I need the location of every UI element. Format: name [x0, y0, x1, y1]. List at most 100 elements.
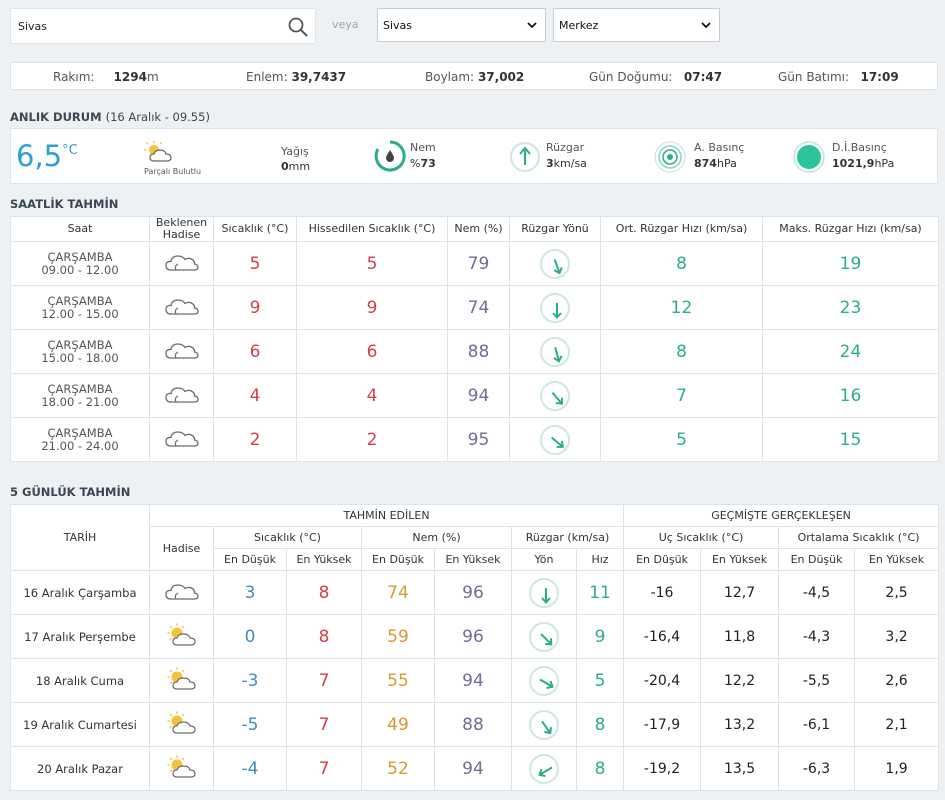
humidity-header: Nem (%)	[361, 526, 512, 549]
feels-like-cell: 2	[296, 417, 448, 462]
latitude: Enlem: 39,7437	[246, 70, 347, 84]
average-max-header: En Yüksek	[854, 548, 940, 571]
avg-wind-cell: 8	[600, 241, 763, 286]
search-box	[10, 8, 316, 44]
temperature-header: Sıcaklık (°C)	[213, 526, 362, 549]
altitude: Rakım: 1294m	[53, 70, 159, 84]
time-range: 12.00 - 15.00	[41, 306, 119, 321]
sea-level-pressure-value: 1021,9hPa	[832, 157, 895, 170]
extreme-max-cell: 13,2	[700, 702, 780, 747]
date-cell: 19 Aralık Cumartesi	[10, 702, 150, 747]
date-cell: 18 Aralık Cuma	[10, 658, 150, 703]
wind-direction-cell	[509, 241, 601, 286]
day-label: ÇARŞAMBA	[47, 381, 113, 396]
time-cell: ÇARŞAMBA 12.00 - 15.00	[10, 285, 150, 330]
cloud-icon	[149, 241, 214, 286]
max-humidity-cell: 94	[434, 746, 512, 791]
wind-direction-cell	[511, 746, 577, 791]
extreme-min-cell: -16,4	[623, 614, 702, 659]
daily-row: 19 Aralık Cumartesi -5 7 49 88 8 -17,9 13,2 -6,1…	[10, 702, 940, 747]
partly-cloudy-icon	[149, 614, 214, 659]
max-temp-cell: 8	[286, 570, 362, 615]
sea-level-pressure-label: D.İ.Basınç	[832, 141, 887, 154]
hourly-header-6: Ort. Rüzgar Hızı (km/sa)	[600, 216, 763, 242]
hourly-header-7: Maks. Rüzgar Hızı (km/sa)	[762, 216, 939, 242]
min-humidity-cell: 52	[361, 746, 435, 791]
daily-row: 16 Aralık Çarşamba 3 8 74 96 11 -16 12,7 -4,5 2,5	[10, 570, 940, 615]
average-max-cell: 2,1	[854, 702, 940, 747]
max-humidity-cell: 94	[434, 658, 512, 703]
time-range: 21.00 - 24.00	[41, 438, 119, 453]
date-cell: 17 Aralık Perşembe	[10, 614, 150, 659]
search-icon[interactable]	[287, 16, 309, 38]
hourly-header-4: Nem (%)	[447, 216, 510, 242]
wind-speed-cell: 8	[575, 702, 625, 747]
extreme-min-cell: -17,9	[623, 702, 702, 747]
or-label: veya	[332, 18, 359, 31]
extreme-max-cell: 12,7	[700, 570, 780, 615]
day-label: ÇARŞAMBA	[47, 337, 113, 352]
hourly-row: ÇARŞAMBA 21.00 - 24.00 2 2 95 5 15	[10, 417, 939, 462]
time-cell: ÇARŞAMBA 18.00 - 21.00	[10, 373, 150, 418]
humidity-cell: 79	[447, 241, 510, 286]
average-max-cell: 1,9	[854, 746, 940, 791]
day-label: ÇARŞAMBA	[47, 249, 113, 264]
average-min-cell: -6,3	[778, 746, 856, 791]
min-humidity-cell: 55	[361, 658, 435, 703]
cloud-icon	[149, 570, 214, 615]
temperature-cell: 6	[213, 329, 297, 374]
wind-arrow-icon	[529, 665, 559, 696]
day-label: ÇARŞAMBA	[47, 425, 113, 440]
min-temp-cell: -3	[213, 658, 287, 703]
hourly-row: ÇARŞAMBA 15.00 - 18.00 6 6 88 8 24	[10, 329, 939, 374]
time-cell: ÇARŞAMBA 09.00 - 12.00	[10, 241, 150, 286]
max-temp-header: En Yüksek	[286, 548, 362, 571]
hourly-header-3: Hissedilen Sıcaklık (°C)	[296, 216, 448, 242]
district-select-value: Merkez	[559, 19, 599, 32]
cloud-icon	[149, 329, 214, 374]
province-select[interactable]: Sivas	[377, 8, 546, 42]
search-input[interactable]	[11, 9, 281, 43]
wind-speed-cell: 5	[575, 658, 625, 703]
daily-row: 17 Aralık Perşembe 0 8 59 96 9 -16,4 11,8 -4,3 3,…	[10, 614, 940, 659]
wind-direction-cell	[511, 658, 577, 703]
wind-speed-cell: 11	[575, 570, 625, 615]
chevron-down-icon	[527, 22, 537, 29]
average-min-header: En Düşük	[778, 548, 856, 571]
current-conditions-title: ANLIK DURUM (16 Aralık - 09.55)	[10, 110, 210, 124]
extreme-min-cell: -20,4	[623, 658, 702, 703]
extreme-min-header: En Düşük	[623, 548, 702, 571]
feels-like-cell: 4	[296, 373, 448, 418]
average-max-cell: 2,5	[854, 570, 940, 615]
district-select[interactable]: Merkez	[553, 8, 720, 42]
feels-like-cell: 5	[296, 241, 448, 286]
sea-level-pressure-icon	[792, 140, 826, 177]
hourly-header-1: Beklenen Hadise	[149, 216, 214, 242]
date-cell: 16 Aralık Çarşamba	[10, 570, 150, 615]
time-range: 15.00 - 18.00	[41, 350, 119, 365]
time-range: 18.00 - 21.00	[41, 394, 119, 409]
hourly-forecast-title: SAATLİK TAHMİN	[10, 197, 119, 211]
five-day-forecast-title: 5 GÜNLÜK TAHMİN	[10, 485, 131, 499]
max-wind-cell: 16	[762, 373, 939, 418]
extreme-max-cell: 12,2	[700, 658, 780, 703]
max-wind-cell: 24	[762, 329, 939, 374]
wind-speed-cell: 8	[575, 746, 625, 791]
humidity-label: Nem	[410, 141, 436, 154]
sunrise: Gün Doğumu: 07:47	[589, 70, 723, 84]
wind-arrow-icon	[540, 292, 570, 323]
wind-value: 3km/sa	[546, 157, 587, 170]
time-cell: ÇARŞAMBA 21.00 - 24.00	[10, 417, 150, 462]
wind-direction-cell	[509, 417, 601, 462]
wind-arrow-icon	[529, 577, 559, 608]
wind-arrow-icon	[540, 336, 570, 367]
max-humidity-header: En Yüksek	[434, 548, 512, 571]
wind-direction-cell	[511, 570, 577, 615]
min-temp-cell: -5	[213, 702, 287, 747]
max-humidity-cell: 96	[434, 614, 512, 659]
max-temp-cell: 8	[286, 614, 362, 659]
hourly-header-2: Sıcaklık (°C)	[213, 216, 297, 242]
wind-arrow-icon	[529, 753, 559, 784]
chevron-down-icon	[701, 22, 711, 29]
wind-arrow-icon	[529, 621, 559, 652]
